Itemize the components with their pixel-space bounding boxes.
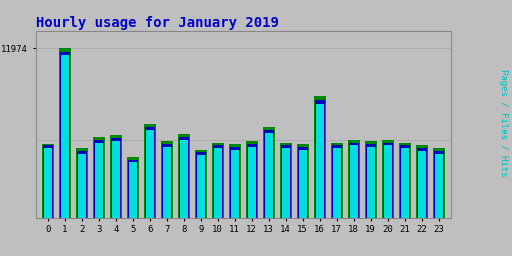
Bar [178,134,190,218]
Bar [246,141,258,218]
Bar [381,140,394,218]
Bar [348,140,360,218]
Bar [400,148,409,218]
Bar [416,145,428,218]
Bar [60,55,69,218]
Bar [129,162,137,218]
Bar [78,154,86,218]
Bar [58,48,71,218]
Bar [95,143,103,218]
Bar [143,124,156,218]
Bar [230,150,239,218]
Bar [59,52,70,218]
Bar [94,140,104,218]
Bar [179,137,189,218]
Bar [313,96,326,218]
Bar [162,144,172,218]
Bar [433,148,445,218]
Bar [331,143,343,218]
Bar [398,143,411,218]
Bar [281,145,291,218]
Bar [110,135,122,218]
Bar [248,147,256,218]
Bar [332,145,342,218]
Bar [333,148,341,218]
Bar [280,143,292,218]
Bar [145,130,154,218]
Bar [315,104,324,218]
Bar [212,145,223,218]
Bar [93,137,105,218]
Text: Hourly usage for January 2019: Hourly usage for January 2019 [36,16,279,29]
Bar [296,144,309,218]
Bar [435,154,443,218]
Bar [434,151,444,218]
Bar [265,133,273,218]
Bar [180,140,188,218]
Bar [77,151,87,218]
Bar [298,150,307,218]
Bar [382,143,393,218]
Bar [418,151,426,218]
Bar [366,144,376,218]
Bar [127,159,138,218]
Bar [42,145,53,218]
Bar [282,148,290,218]
Bar [350,145,358,218]
Bar [367,147,375,218]
Bar [197,155,205,218]
Bar [263,127,275,218]
Bar [417,148,427,218]
Bar [399,145,410,218]
Bar [211,143,224,218]
Text: Pages / Files / Hits: Pages / Files / Hits [499,69,508,177]
Bar [264,130,274,218]
Bar [297,147,308,218]
Bar [112,141,120,218]
Bar [228,144,241,218]
Bar [195,150,207,218]
Bar [161,141,173,218]
Bar [349,143,359,218]
Bar [196,153,206,218]
Bar [41,144,54,218]
Bar [111,138,121,218]
Bar [163,147,171,218]
Bar [247,144,257,218]
Bar [365,141,377,218]
Bar [229,147,240,218]
Bar [383,145,392,218]
Bar [214,148,222,218]
Bar [44,148,52,218]
Bar [144,127,155,218]
Bar [126,157,139,218]
Bar [314,100,325,218]
Bar [76,148,88,218]
